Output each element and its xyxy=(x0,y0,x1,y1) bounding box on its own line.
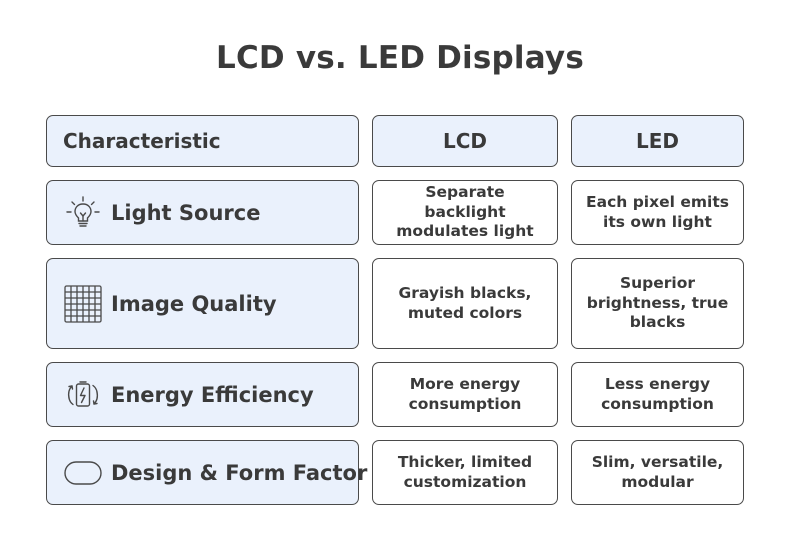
lcd-value-energy-efficiency: More energy consumption xyxy=(408,375,522,413)
row-light-source-label-cell: Light Source xyxy=(46,180,359,245)
lcd-value-light-source: Separate backlight modulates light xyxy=(396,183,534,241)
battery-cycle-icon xyxy=(63,375,103,415)
header-led-label: LED xyxy=(635,129,679,153)
row-design-form-factor-lcd: Thicker, limited customization xyxy=(372,440,558,505)
row-light-source-lcd: Separate backlight modulates light xyxy=(372,180,558,245)
row-design-form-factor-led: Slim, versatile, modular xyxy=(571,440,744,505)
lcd-value-image-quality: Grayish blacks, muted colors xyxy=(398,284,532,322)
header-characteristic: Characteristic xyxy=(46,115,359,167)
row-image-quality-lcd: Grayish blacks, muted colors xyxy=(372,258,558,349)
row-energy-efficiency-lcd: More energy consumption xyxy=(372,362,558,427)
row-energy-efficiency-led: Less energy consumption xyxy=(571,362,744,427)
header-led: LED xyxy=(571,115,744,167)
header-lcd: LCD xyxy=(372,115,558,167)
row-design-form-factor-label-cell: Design & Form Factor xyxy=(46,440,367,505)
row-label-light-source: Light Source xyxy=(111,200,261,225)
header-characteristic-label: Characteristic xyxy=(63,129,221,153)
row-label-design-form-factor: Design & Form Factor xyxy=(111,460,368,485)
row-energy-efficiency-label-cell: Energy Efficiency xyxy=(46,362,359,427)
row-image-quality-led: Superior brightness, true blacks xyxy=(571,258,744,349)
row-label-energy-efficiency: Energy Efficiency xyxy=(111,382,314,407)
rounded-rectangle-icon xyxy=(63,453,103,493)
page-title: LCD vs. LED Displays xyxy=(216,40,584,76)
led-value-light-source: Each pixel emits its own light xyxy=(586,193,729,231)
led-value-design-form-factor: Slim, versatile, modular xyxy=(591,453,724,491)
lightbulb-icon xyxy=(63,193,103,233)
lcd-value-design-form-factor: Thicker, limited customization xyxy=(397,453,533,491)
row-label-image-quality: Image Quality xyxy=(111,291,277,316)
row-light-source-led: Each pixel emits its own light xyxy=(571,180,744,245)
pixel-grid-icon xyxy=(63,284,103,324)
led-value-image-quality: Superior brightness, true blacks xyxy=(586,274,729,332)
header-lcd-label: LCD xyxy=(442,129,488,153)
row-image-quality-label-cell: Image Quality xyxy=(46,258,359,349)
led-value-energy-efficiency: Less energy consumption xyxy=(601,375,714,413)
